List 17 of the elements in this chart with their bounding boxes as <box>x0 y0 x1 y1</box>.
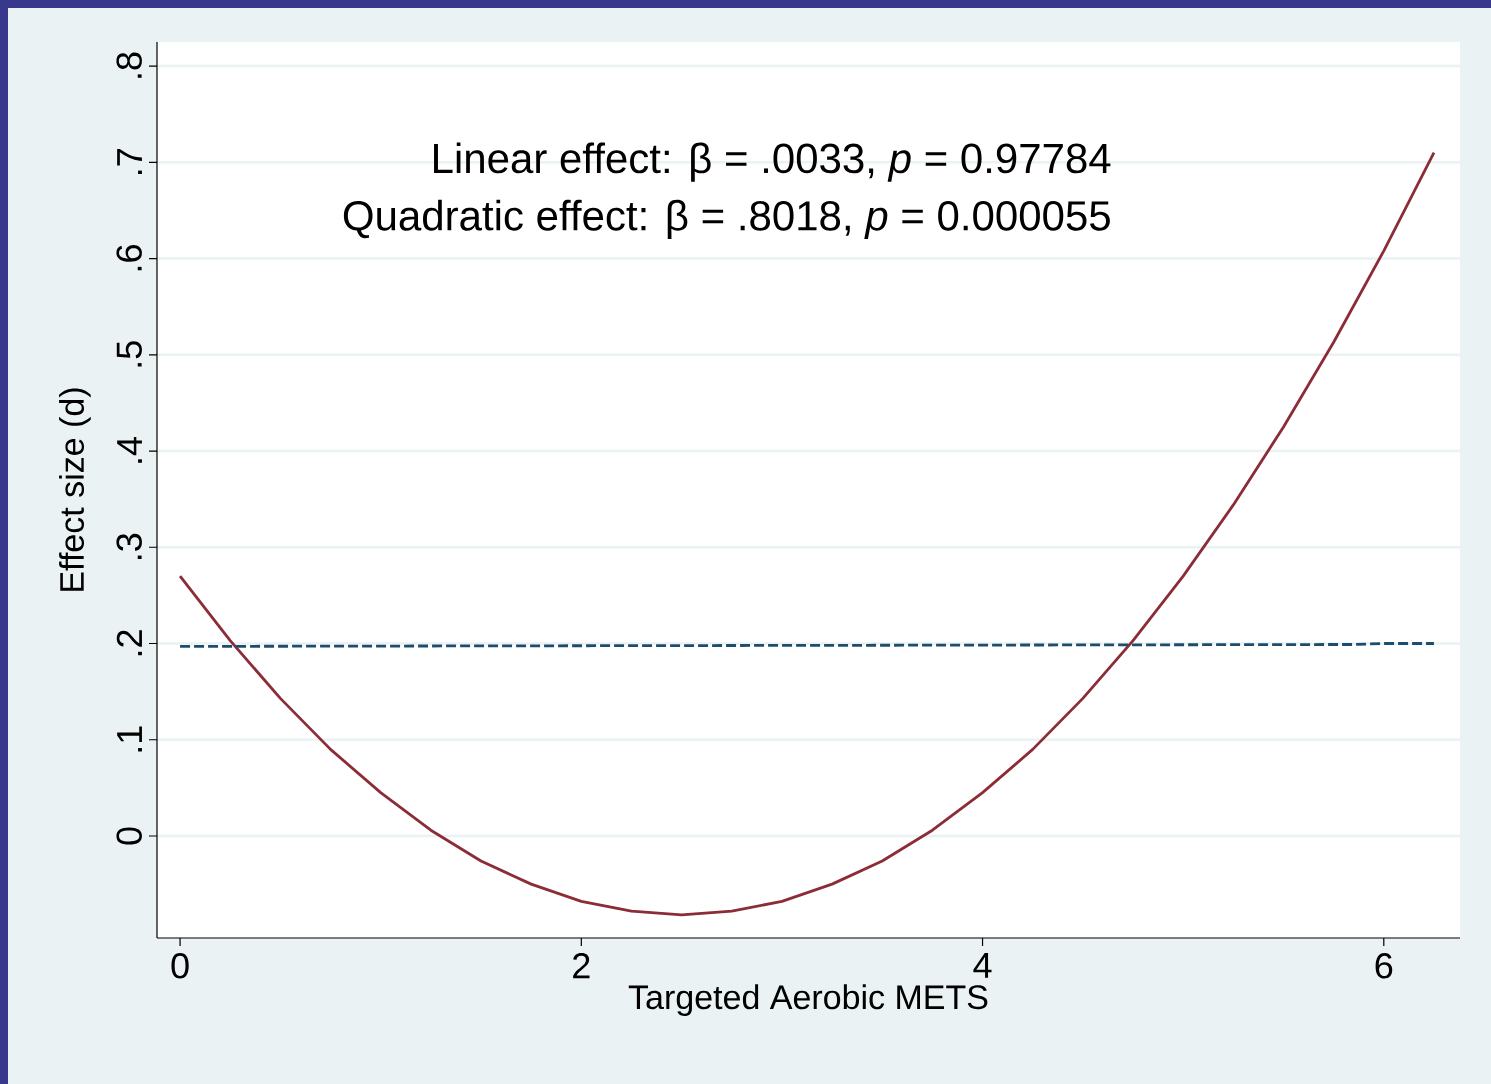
x-axis-title: Targeted Aerobic METS <box>628 984 988 1016</box>
y-axis-title: Effect size (d) <box>59 388 91 591</box>
y-tick-label: .2 <box>116 630 142 656</box>
x-tick-label: 6 <box>1375 953 1393 979</box>
y-tick-label: .5 <box>116 341 142 367</box>
y-tick-label: .6 <box>116 245 142 271</box>
x-tick-label: 2 <box>573 953 590 979</box>
annotation: Linear effect: β = .0033, p = 0.97784 <box>434 142 1111 182</box>
y-tick-label: .3 <box>116 533 142 559</box>
x-tick-label: 4 <box>973 953 992 978</box>
y-tick-label: .4 <box>117 437 142 463</box>
y-tick-label: 0 <box>116 827 142 845</box>
y-tick-label: .8 <box>116 52 142 78</box>
annotation: Quadratic effect: β = .8018, p = 0.000055 <box>343 199 1110 239</box>
x-tick-label: 0 <box>171 953 189 979</box>
y-tick-label: .1 <box>117 726 142 752</box>
y-tick-label: .7 <box>117 149 142 175</box>
